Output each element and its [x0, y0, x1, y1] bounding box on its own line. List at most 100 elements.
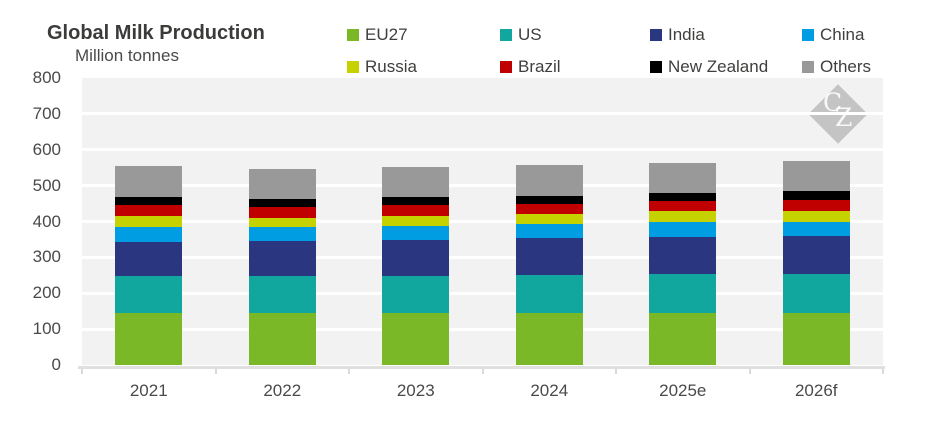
gridline-300: [82, 255, 883, 259]
bar-2024-segment-eu27: [515, 312, 583, 365]
bar-2025e-segment-eu27: [649, 312, 717, 365]
gridline-500: [82, 184, 883, 188]
legend-item-new-zealand: New Zealand: [650, 57, 768, 76]
x-axis-tick-5: [748, 369, 751, 374]
bar-2023-segment-others: [382, 166, 450, 198]
legend-item-brazil: Brazil: [500, 57, 561, 76]
legend-swatch-new-zealand-icon: [650, 61, 662, 73]
bar-2022-segment-india: [248, 240, 316, 277]
legend-swatch-brazil-icon: [500, 61, 512, 73]
x-category-label-2021: 2021: [129, 381, 168, 400]
gridline-600: [82, 148, 883, 152]
bar-2022-segment-china: [248, 227, 316, 241]
bar-2021-segment-china: [115, 227, 183, 242]
bar-2023-segment-us: [382, 276, 450, 313]
x-axis-line: [78, 366, 885, 369]
bar-2025e-segment-others: [649, 163, 717, 193]
bar-2025e-segment-russia: [649, 211, 717, 223]
y-tick-label-0: 0: [51, 355, 61, 374]
legend-label-brazil: Brazil: [518, 57, 561, 76]
bar-2026f-segment-us: [782, 273, 850, 313]
gridline-100: [82, 327, 883, 331]
bar-2025e-segment-india: [649, 236, 717, 275]
y-tick-label-400: 400: [32, 211, 61, 231]
bar-2024-segment-new-zealand: [515, 195, 583, 204]
bar-2023-segment-new-zealand: [382, 197, 450, 206]
y-tick-label-300: 300: [32, 247, 61, 267]
bar-2026f-segment-china: [782, 221, 850, 236]
legend-item-russia: Russia: [347, 57, 417, 76]
bar-2024-segment-others: [515, 165, 583, 196]
legend-label-others: Others: [820, 57, 872, 76]
bar-2025e: [649, 163, 717, 365]
bar-2021-segment-us: [115, 276, 183, 313]
bar-2022-segment-us: [248, 276, 316, 313]
bar-2023-segment-china: [382, 226, 450, 240]
bar-2022-segment-new-zealand: [248, 199, 316, 208]
legend-swatch-india-icon: [650, 29, 662, 41]
bar-2024-segment-us: [515, 274, 583, 313]
x-axis-tick-0: [81, 369, 83, 374]
x-category-label-2026f: 2026f: [794, 381, 838, 400]
bar-2024-segment-india: [515, 238, 583, 275]
x-axis-tick-2: [348, 369, 350, 374]
bar-2025e-segment-china: [649, 222, 717, 237]
y-tick-label-800: 800: [32, 68, 61, 87]
legend-swatch-china-icon: [802, 29, 814, 41]
bar-2021-segment-others: [115, 165, 183, 197]
x-category-label-2023: 2023: [396, 381, 435, 400]
legend-label-us: US: [518, 25, 542, 44]
legend-label-india: India: [668, 25, 705, 44]
bar-2022: [248, 169, 316, 365]
y-tick-label-200: 200: [32, 283, 61, 303]
bar-2026f-segment-russia: [782, 210, 850, 222]
chart-subtitle: Million tonnes: [75, 46, 179, 65]
bar-2021-segment-india: [115, 241, 183, 277]
bar-2021-segment-eu27: [115, 312, 183, 365]
legend-item-us: US: [500, 25, 542, 44]
bar-2026f-segment-india: [782, 235, 850, 274]
gridline-400: [82, 220, 883, 223]
bar-2021-segment-brazil: [115, 205, 183, 217]
x-category-label-2025e: 2025e: [659, 381, 707, 400]
y-tick-label-100: 100: [32, 319, 61, 339]
bar-2021-segment-russia: [115, 216, 183, 228]
x-axis-tick-4: [615, 369, 617, 374]
legend-swatch-others-icon: [802, 61, 814, 73]
x-category-label-2024: 2024: [530, 381, 569, 400]
bar-2025e-segment-new-zealand: [649, 192, 717, 202]
bar-2022-segment-others: [248, 169, 316, 200]
gridline-700: [82, 112, 883, 116]
y-tick-label-600: 600: [32, 139, 61, 159]
plot-area: C Z: [82, 78, 883, 365]
legend-swatch-russia-icon: [347, 61, 359, 73]
bar-2026f-segment-brazil: [782, 200, 850, 211]
cz-logo-letter-c: C: [823, 88, 843, 117]
bar-2022-segment-russia: [248, 217, 316, 228]
bar-2023-segment-brazil: [382, 205, 450, 217]
cz-logo-letter-z: Z: [835, 103, 853, 132]
legend-item-china: China: [802, 25, 864, 44]
legend-swatch-eu27-icon: [347, 29, 359, 41]
legend-item-india: India: [650, 25, 705, 44]
bar-2022-segment-eu27: [248, 312, 316, 365]
legend-item-others: Others: [802, 57, 872, 76]
bar-2026f-segment-new-zealand: [782, 191, 850, 201]
bar-2023-segment-india: [382, 239, 450, 277]
bar-2024-segment-brazil: [515, 203, 583, 214]
bar-2026f: [782, 160, 850, 365]
x-axis-tick-3: [481, 369, 484, 374]
x-axis-tick-6: [882, 369, 884, 374]
cz-logo-watermark: C Z: [808, 84, 868, 144]
gridline-200: [82, 291, 883, 295]
bar-2025e-segment-brazil: [649, 201, 717, 212]
x-category-label-2022: 2022: [263, 381, 302, 400]
bar-2024-segment-china: [515, 223, 583, 239]
bar-2022-segment-brazil: [248, 207, 316, 218]
bar-2023-segment-russia: [382, 216, 450, 227]
legend-label-eu27: EU27: [365, 25, 408, 44]
bar-2023: [382, 166, 450, 365]
legend-label-russia: Russia: [365, 57, 417, 76]
bar-2021-segment-new-zealand: [115, 196, 183, 206]
